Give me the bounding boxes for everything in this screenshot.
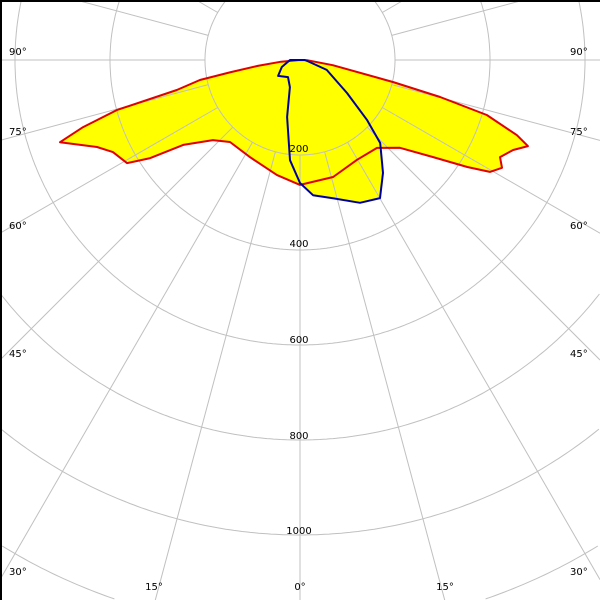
- angle-label-bottom: 15°: [145, 582, 163, 593]
- grid-radial-line: [391, 0, 525, 36]
- grid-radial-line: [366, 126, 600, 361]
- grid-radial-line: [154, 151, 276, 600]
- top-border: [0, 0, 600, 2]
- series-line: [59, 59, 529, 186]
- series-line: [277, 59, 384, 204]
- angle-label-bottom: 15°: [436, 582, 454, 593]
- radial-tick-label: 400: [289, 239, 309, 250]
- radial-tick-label: 200: [289, 144, 309, 155]
- series-fill: [278, 60, 383, 203]
- grid-circle: [300, 0, 396, 156]
- grid-circle: [0, 293, 300, 441]
- grid-circle: [485, 545, 599, 600]
- grid-radial-line: [347, 142, 600, 580]
- grid-circle: [300, 0, 586, 346]
- grid-circle: [300, 293, 600, 441]
- angle-label-right: 75°: [570, 127, 588, 138]
- angle-label-left: 45°: [9, 349, 27, 360]
- grid-radial-line: [0, 107, 218, 234]
- grid-radial-line: [0, 126, 234, 361]
- left-border: [0, 0, 2, 600]
- angle-label-right: 45°: [570, 349, 588, 360]
- angle-label-left: 30°: [9, 567, 27, 578]
- grid-circle: [14, 0, 300, 346]
- angle-label-left: 75°: [9, 127, 27, 138]
- angle-label-left: 90°: [9, 47, 27, 58]
- grid-radial-line: [382, 0, 405, 13]
- angle-label-right: 60°: [570, 221, 588, 232]
- grid-circle: [204, 0, 300, 156]
- radial-tick-label: 800: [289, 431, 309, 442]
- angle-label-right: 30°: [570, 567, 588, 578]
- grid-radial-line: [0, 84, 209, 141]
- grid-radial-line: [195, 0, 218, 13]
- radial-tick-label: 600: [289, 335, 309, 346]
- angle-label-bottom: 0°: [294, 582, 306, 593]
- angle-label-left: 60°: [9, 221, 27, 232]
- grid-radial-line: [382, 107, 600, 234]
- grid-radial-line: [0, 142, 253, 580]
- grid-circle: [1, 545, 115, 600]
- radial-tick-label: 1000: [286, 526, 312, 537]
- grid-radial-line: [391, 84, 600, 141]
- grid-radial-line: [75, 0, 209, 36]
- grid-radial-line: [324, 151, 446, 600]
- grid-circle: [0, 428, 300, 536]
- grid-circle: [300, 428, 600, 536]
- angle-label-right: 90°: [570, 47, 588, 58]
